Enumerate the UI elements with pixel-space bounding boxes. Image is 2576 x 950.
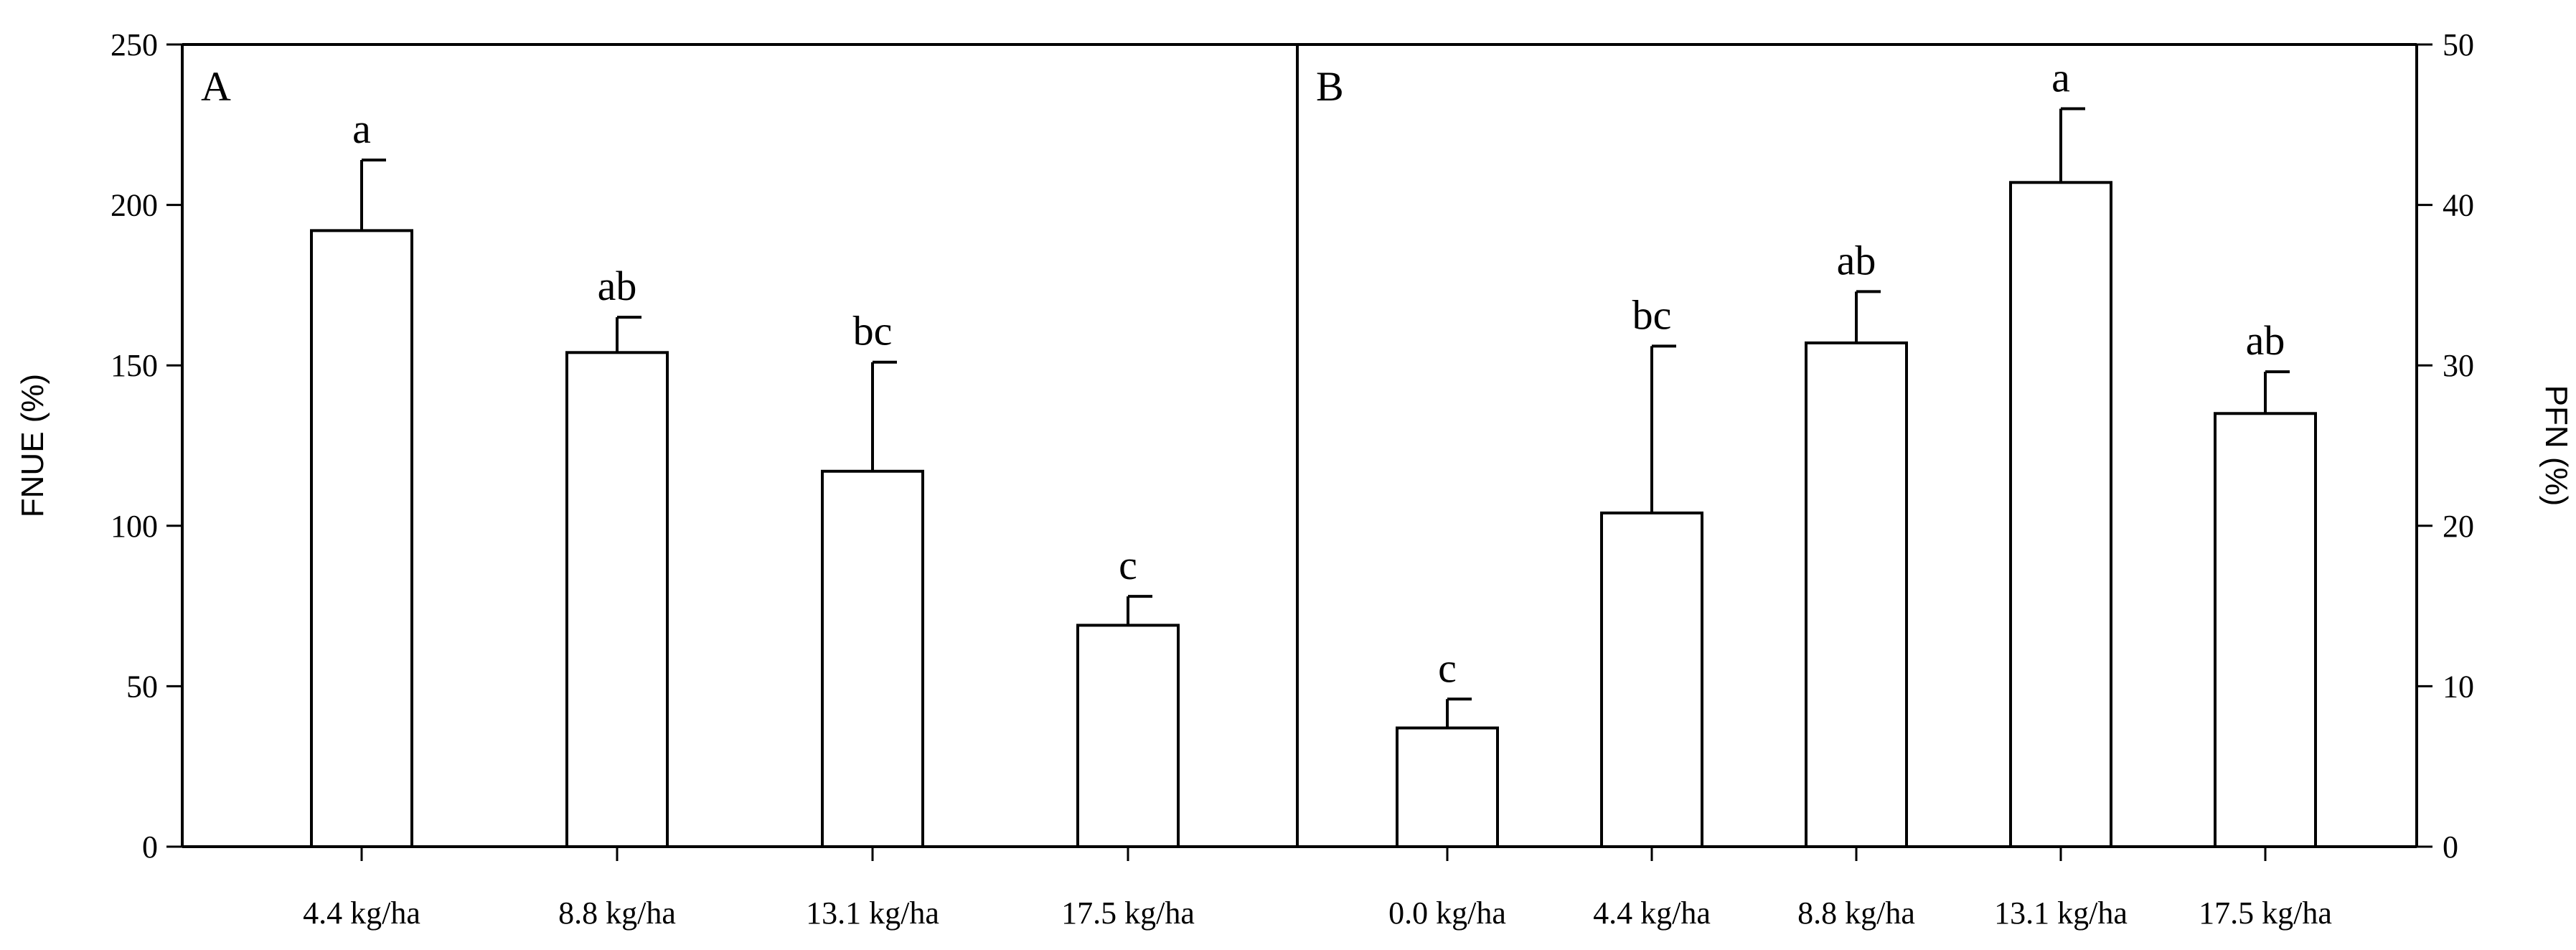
panel-letter: A [201,63,231,110]
x-tick-label: 8.8 kg/ha [1797,895,1915,931]
bar [565,351,669,848]
bar [1600,511,1703,848]
x-tick-label: 13.1 kg/ha [1994,895,2128,931]
bar [1076,624,1180,848]
panel-letter: B [1316,63,1344,110]
significance-label: bc [853,308,893,354]
y-tick-label: 100 [111,509,158,544]
significance-label: a [352,105,371,152]
panel-b-pfn: B 0 10 20 30 40 50 PFN (%) c 0.0 kg/ha bc 4.4 kg/ha… [1296,27,2574,931]
y-tick-label: 150 [111,348,158,383]
bar [2009,181,2112,848]
bar [310,229,413,849]
y-tick-label: 0 [2443,829,2458,865]
y-tick-label: 50 [126,669,158,704]
significance-label: c [1119,542,1137,588]
x-tick-label: 13.1 kg/ha [806,895,939,931]
bar [1805,341,1908,848]
significance-label: ab [1837,237,1876,283]
panel-a-fnue: A 0 50 100 150 200 250 FNUE (%) a 4.4 kg/ha ab 8.8 … [15,27,1299,931]
y-tick-label: 0 [142,829,158,865]
y-axis-title: PFN (%) [2539,385,2574,507]
bar [1396,726,1499,849]
significance-label: ab [598,263,637,309]
x-tick-label: 4.4 kg/ha [303,895,420,931]
significance-label: ab [2246,317,2285,364]
x-tick-label: 17.5 kg/ha [2199,895,2332,931]
y-tick-label: 20 [2443,509,2474,544]
significance-label: c [1438,644,1457,691]
y-tick-label: 200 [111,188,158,223]
y-axis-title: FNUE (%) [15,374,50,517]
bar [2214,412,2317,848]
y-tick-label: 40 [2443,188,2474,223]
y-tick-label: 50 [2443,27,2474,62]
x-tick-label: 8.8 kg/ha [558,895,676,931]
x-tick-label: 0.0 kg/ha [1388,895,1506,931]
significance-label: bc [1632,291,1672,338]
y-tick-label: 30 [2443,348,2474,383]
significance-label: a [2051,54,2070,100]
x-tick-label: 4.4 kg/ha [1593,895,1711,931]
x-tick-label: 17.5 kg/ha [1061,895,1195,931]
bar [821,469,924,848]
y-tick-label: 10 [2443,669,2474,704]
y-tick-label: 250 [111,27,158,62]
